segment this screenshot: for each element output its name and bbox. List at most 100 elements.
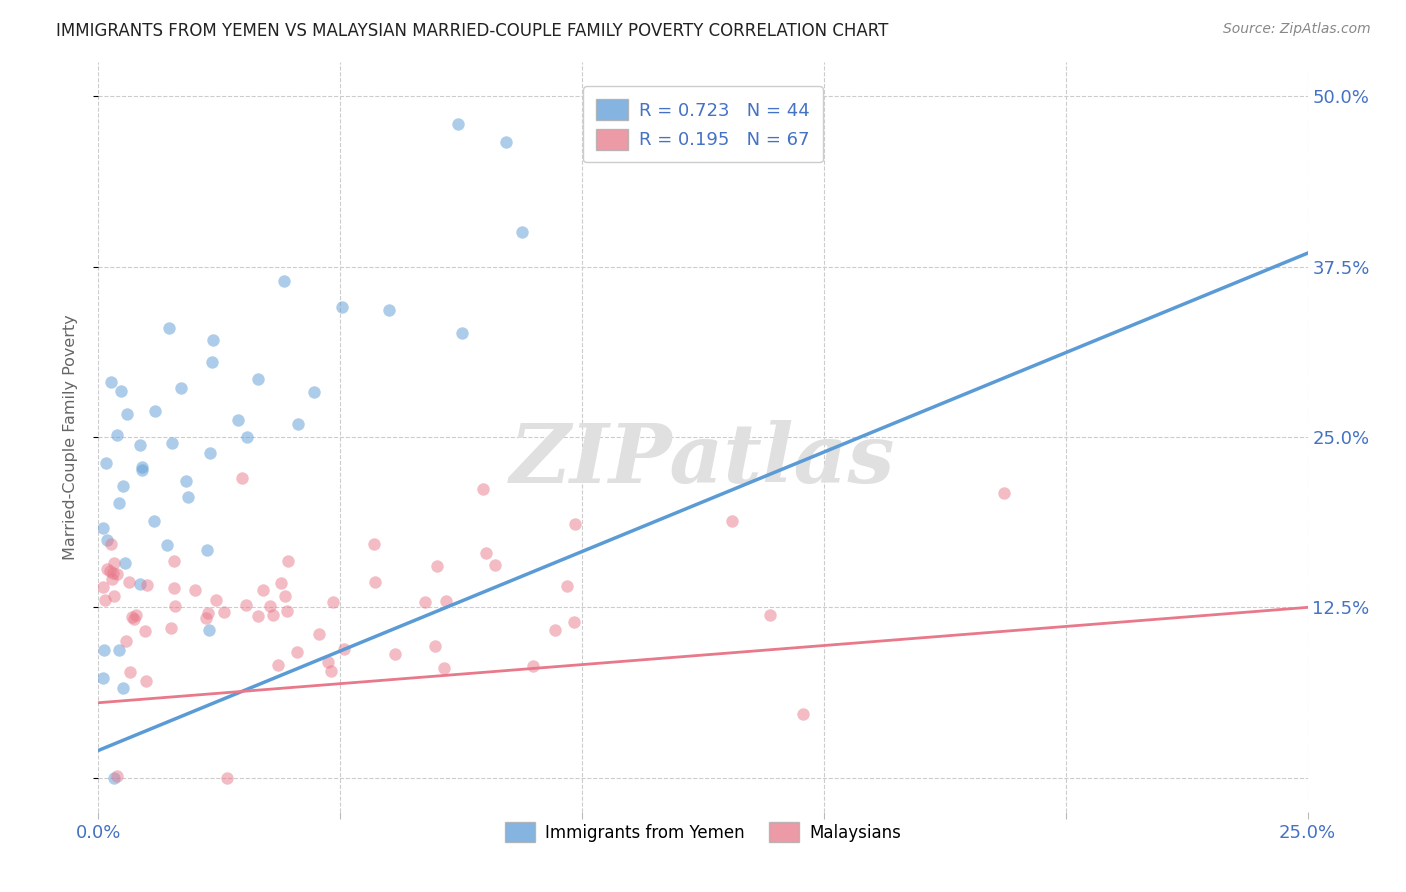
Point — [215, 771, 238, 785]
Text: IMMIGRANTS FROM YEMEN VS MALAYSIAN MARRIED-COUPLE FAMILY POVERTY CORRELATION CHA: IMMIGRANTS FROM YEMEN VS MALAYSIAN MARRI… — [56, 22, 889, 40]
Point — [118, 575, 141, 590]
Point — [384, 647, 406, 661]
Point — [231, 471, 253, 485]
Point — [105, 428, 128, 442]
Point — [226, 413, 249, 427]
Point — [273, 274, 295, 288]
Point — [91, 521, 114, 535]
Point — [363, 574, 385, 589]
Point — [170, 381, 193, 395]
Point — [195, 611, 218, 625]
Y-axis label: Married-Couple Family Poverty: Married-Couple Family Poverty — [63, 314, 77, 560]
Point — [287, 417, 309, 432]
Point — [434, 593, 457, 607]
Point — [195, 542, 218, 557]
Point — [197, 606, 219, 620]
Point — [555, 579, 578, 593]
Point — [472, 482, 495, 496]
Point — [103, 771, 125, 785]
Point — [495, 136, 517, 150]
Point — [111, 479, 134, 493]
Point — [134, 624, 156, 639]
Point — [100, 537, 122, 551]
Point — [160, 436, 183, 450]
Point — [143, 404, 166, 418]
Point — [247, 609, 270, 624]
Point — [198, 445, 221, 459]
Point — [156, 537, 179, 551]
Point — [246, 371, 269, 385]
Point — [201, 333, 224, 347]
Point — [142, 514, 165, 528]
Point — [118, 665, 141, 679]
Point — [129, 438, 152, 452]
Point — [433, 661, 456, 675]
Point — [117, 407, 139, 421]
Point — [131, 463, 153, 477]
Point — [96, 562, 118, 576]
Point — [510, 225, 533, 239]
Point — [447, 117, 470, 131]
Point — [159, 621, 181, 635]
Point — [122, 612, 145, 626]
Point — [363, 537, 385, 551]
Point — [108, 496, 131, 510]
Point — [451, 326, 474, 340]
Point — [157, 321, 180, 335]
Point — [121, 610, 143, 624]
Point — [105, 566, 128, 581]
Point — [544, 624, 567, 638]
Point — [259, 599, 281, 614]
Point — [322, 595, 344, 609]
Point — [274, 589, 297, 603]
Point — [262, 607, 284, 622]
Legend: Immigrants from Yemen, Malaysians: Immigrants from Yemen, Malaysians — [498, 816, 908, 848]
Point — [423, 639, 446, 653]
Point — [993, 485, 1015, 500]
Point — [759, 607, 782, 622]
Point — [484, 558, 506, 573]
Point — [236, 430, 259, 444]
Point — [267, 658, 290, 673]
Point — [564, 516, 586, 531]
Point — [304, 385, 326, 400]
Point — [94, 592, 117, 607]
Point — [235, 599, 257, 613]
Point — [91, 580, 114, 594]
Point — [174, 474, 197, 488]
Point — [200, 355, 222, 369]
Point — [198, 623, 221, 637]
Point — [318, 655, 340, 669]
Point — [135, 578, 157, 592]
Point — [129, 576, 152, 591]
Point — [165, 599, 187, 613]
Point — [114, 556, 136, 570]
Point — [270, 576, 292, 591]
Point — [721, 514, 744, 528]
Point — [277, 554, 299, 568]
Point — [426, 558, 449, 573]
Point — [212, 605, 235, 619]
Point — [330, 301, 353, 315]
Point — [135, 673, 157, 688]
Point — [177, 491, 200, 505]
Point — [101, 572, 124, 586]
Point — [163, 554, 186, 568]
Point — [96, 533, 118, 548]
Point — [103, 566, 125, 581]
Point — [111, 681, 134, 695]
Text: ZIPatlas: ZIPatlas — [510, 419, 896, 500]
Point — [93, 643, 115, 657]
Point — [103, 589, 125, 603]
Point — [333, 642, 356, 657]
Point — [91, 671, 114, 685]
Point — [108, 642, 131, 657]
Point — [163, 581, 186, 595]
Point — [308, 627, 330, 641]
Point — [105, 768, 128, 782]
Point — [184, 582, 207, 597]
Point — [110, 384, 132, 398]
Text: Source: ZipAtlas.com: Source: ZipAtlas.com — [1223, 22, 1371, 37]
Point — [100, 375, 122, 389]
Point — [103, 556, 125, 570]
